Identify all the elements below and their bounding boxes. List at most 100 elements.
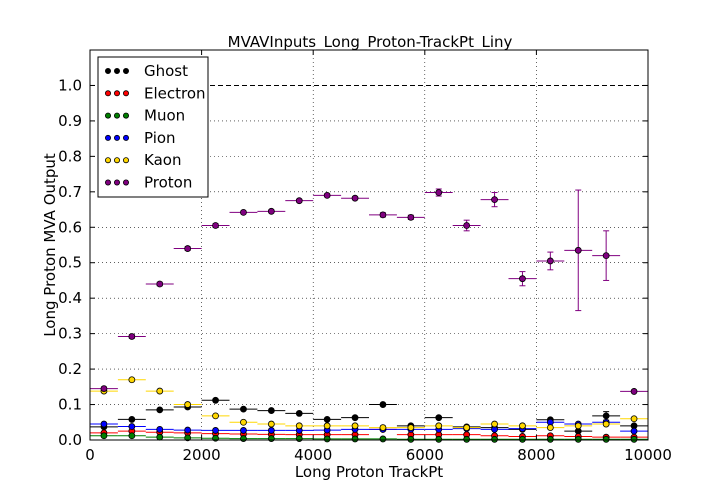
legend: Ghost Electron Muon Pion Kaon Proton xyxy=(97,56,209,198)
data-point xyxy=(323,435,331,443)
plot-frame xyxy=(89,49,649,441)
data-point xyxy=(463,435,471,443)
data-point xyxy=(128,423,136,430)
data-point xyxy=(491,196,498,204)
data-point xyxy=(128,376,136,384)
legend-marker xyxy=(114,157,121,164)
legend-marker xyxy=(123,90,130,97)
data-point xyxy=(240,435,247,442)
legend-entry-pion: Pion xyxy=(105,129,176,147)
data-point xyxy=(491,420,498,428)
data-point xyxy=(407,213,415,221)
data-point xyxy=(435,189,443,196)
data-point xyxy=(212,412,219,420)
data-point xyxy=(546,424,554,431)
y-tick-label: 0.8 xyxy=(58,147,82,165)
data-point xyxy=(351,414,359,422)
y-tick-label: 0.4 xyxy=(58,289,82,307)
legend-marker xyxy=(105,68,112,75)
legend-entry-proton: Proton xyxy=(105,174,192,192)
legend-marker xyxy=(123,68,130,75)
legend-marker xyxy=(114,179,121,186)
data-point xyxy=(156,280,164,288)
data-point xyxy=(240,405,247,413)
data-point xyxy=(156,433,164,441)
data-point xyxy=(267,435,275,442)
series-kaon xyxy=(90,376,648,431)
data-point xyxy=(240,427,247,434)
data-point xyxy=(491,435,498,443)
data-point xyxy=(323,416,331,423)
data-point xyxy=(435,435,443,443)
data-point xyxy=(463,222,471,229)
legend-marker xyxy=(123,157,130,164)
data-point xyxy=(212,396,219,404)
data-point xyxy=(184,434,192,442)
data-point xyxy=(630,388,638,395)
data-point xyxy=(602,435,610,443)
legend-box xyxy=(97,56,209,198)
chart-title: MVAVInputs_Long_Proton-TrackPt_Liny xyxy=(228,33,513,52)
data-point xyxy=(379,401,387,408)
series-proton xyxy=(90,188,648,395)
data-point xyxy=(602,420,610,428)
data-point xyxy=(128,333,136,340)
data-point xyxy=(240,208,247,216)
y-axis: 0.0 0.1 0.2 0.3 0.4 0.5 0.6 0.7 0.8 0.9 1.0 xyxy=(58,76,648,449)
legend-marker xyxy=(105,112,112,119)
data-point xyxy=(407,424,415,431)
x-tick-label: 2000 xyxy=(183,446,221,464)
data-point xyxy=(546,435,554,443)
x-tick-label: 8000 xyxy=(517,446,555,464)
legend-marker xyxy=(123,134,130,141)
y-tick-label: 1.0 xyxy=(58,76,82,94)
legend-label: Electron xyxy=(144,84,206,102)
y-tick-label: 0.0 xyxy=(58,431,82,449)
legend-marker xyxy=(114,90,121,97)
legend-entry-muon: Muon xyxy=(105,107,185,125)
data-point xyxy=(602,412,610,420)
legend-marker xyxy=(105,179,112,186)
x-axis-label: Long Proton TrackPt xyxy=(295,463,443,481)
data-point xyxy=(351,422,359,430)
data-point xyxy=(240,418,247,426)
x-tick-label: 6000 xyxy=(406,446,444,464)
data-point xyxy=(156,387,164,395)
data-point xyxy=(267,427,275,434)
data-point xyxy=(295,197,303,205)
legend-marker xyxy=(114,68,121,75)
data-point xyxy=(519,275,526,283)
y-tick-label: 0.1 xyxy=(58,396,82,414)
legend-label: Pion xyxy=(144,129,176,147)
legend-marker xyxy=(123,179,130,186)
legend-label: Kaon xyxy=(144,151,181,169)
data-point xyxy=(212,427,219,434)
x-axis: 0 2000 4000 6000 8000 10000 xyxy=(85,50,672,464)
data-point xyxy=(295,410,303,417)
y-tick-label: 0.5 xyxy=(58,254,82,272)
legend-label: Ghost xyxy=(144,62,188,80)
data-point xyxy=(630,415,638,423)
data-point xyxy=(379,435,387,443)
data-point xyxy=(351,435,359,443)
data-point xyxy=(630,435,638,443)
data-point xyxy=(574,246,582,254)
data-point xyxy=(323,191,331,199)
data-point xyxy=(184,401,192,408)
data-point xyxy=(267,407,275,414)
data-point xyxy=(295,422,303,430)
data-point xyxy=(379,211,387,219)
x-tick-label: 4000 xyxy=(294,446,332,464)
data-point xyxy=(407,435,415,443)
legend-marker xyxy=(114,134,121,141)
data-point xyxy=(463,424,471,431)
data-point xyxy=(212,222,219,229)
legend-marker xyxy=(123,112,130,119)
data-point xyxy=(295,435,303,442)
series-ghost xyxy=(90,396,648,435)
data-point xyxy=(435,422,443,430)
y-tick-label: 0.6 xyxy=(58,218,82,236)
data-point xyxy=(379,424,387,431)
y-tick-label: 0.7 xyxy=(58,183,82,201)
legend-label: Muon xyxy=(144,107,185,125)
